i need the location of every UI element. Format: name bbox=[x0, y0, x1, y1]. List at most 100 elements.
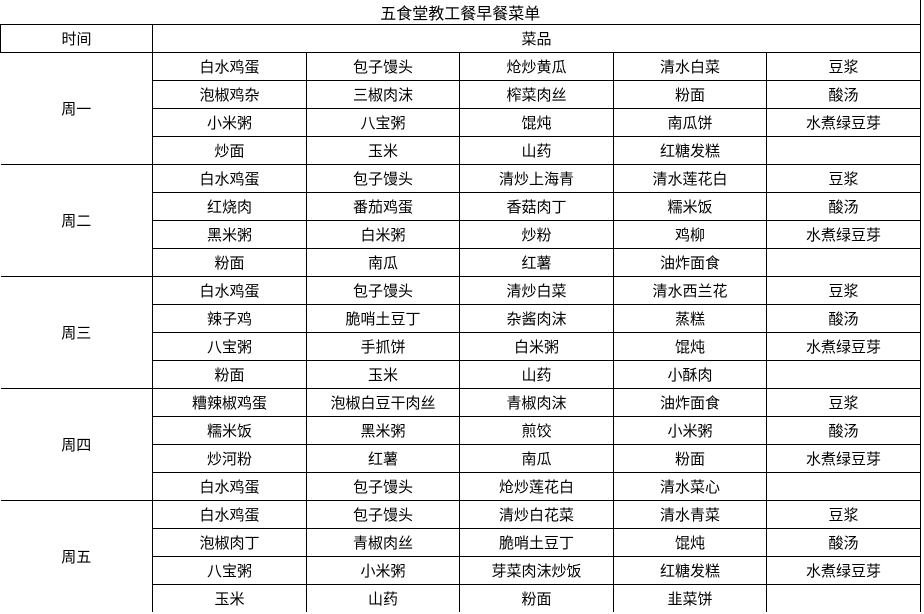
empty-cell bbox=[765, 584, 922, 612]
dish-cell: 红烧肉 bbox=[152, 192, 307, 221]
dish-cell: 白水鸡蛋 bbox=[152, 164, 307, 193]
dish-cell: 清水白菜 bbox=[613, 52, 767, 81]
dish-cell: 杂酱肉沫 bbox=[459, 304, 614, 333]
dish-cell: 炝炒黄瓜 bbox=[459, 52, 614, 81]
dish-cell: 山药 bbox=[459, 136, 614, 165]
dish-cell: 白水鸡蛋 bbox=[152, 276, 307, 305]
day-label-5: 周五 bbox=[0, 500, 153, 612]
dish-cell: 包子馒头 bbox=[306, 500, 460, 529]
dish-cell: 南瓜饼 bbox=[613, 108, 767, 137]
dish-cell: 鸡柳 bbox=[613, 220, 767, 249]
dish-cell: 山药 bbox=[306, 584, 460, 612]
dish-cell: 红糖发糕 bbox=[613, 556, 767, 585]
dish-cell: 手抓饼 bbox=[306, 332, 460, 361]
empty-cell bbox=[765, 360, 922, 389]
dish-cell: 炒粉 bbox=[459, 220, 614, 249]
menu-row: 粉面 玉米 山药 小酥肉 bbox=[1, 360, 922, 389]
dish-cell: 豆浆 bbox=[765, 388, 922, 417]
dish-cell: 豆浆 bbox=[765, 500, 922, 529]
dish-cell: 酸汤 bbox=[765, 192, 922, 221]
dish-cell: 清水青菜 bbox=[613, 500, 767, 529]
dish-cell: 八宝粥 bbox=[152, 556, 307, 585]
dish-cell: 水煮绿豆芽 bbox=[765, 220, 922, 249]
day-label-3: 周三 bbox=[0, 276, 153, 389]
column-header-dishes: 菜品 bbox=[151, 24, 922, 53]
menu-row: 炒面 玉米 山药 红糖发糕 bbox=[1, 136, 922, 165]
dish-cell: 黑米粥 bbox=[152, 220, 307, 249]
dish-cell: 脆哨土豆丁 bbox=[459, 528, 614, 557]
menu-row: 周三 白水鸡蛋 包子馒头 清炒白菜 清水西兰花 豆浆 bbox=[0, 276, 922, 389]
dish-cell: 馄炖 bbox=[459, 108, 614, 137]
dish-cell: 粉面 bbox=[459, 584, 614, 612]
dish-cell: 包子馒头 bbox=[306, 472, 460, 501]
dish-cell: 馄炖 bbox=[613, 332, 767, 361]
dish-cell: 清炒上海青 bbox=[459, 164, 614, 193]
dish-cell: 煎饺 bbox=[459, 416, 614, 445]
dish-cell: 玉米 bbox=[306, 360, 460, 389]
header-row: 时间 菜品 bbox=[0, 24, 922, 53]
dish-cell: 玉米 bbox=[306, 136, 460, 165]
dish-cell: 白水鸡蛋 bbox=[152, 52, 307, 81]
menu-row: 小米粥 八宝粥 馄炖 南瓜饼 水煮绿豆芽 bbox=[1, 108, 922, 137]
dish-cell: 白米粥 bbox=[306, 220, 460, 249]
dish-cell: 清炒白花菜 bbox=[459, 500, 614, 529]
dish-cell: 白米粥 bbox=[459, 332, 614, 361]
dish-cell: 白水鸡蛋 bbox=[152, 472, 307, 501]
dish-cell: 清水菜心 bbox=[613, 472, 767, 501]
day-label-4: 周四 bbox=[0, 388, 153, 501]
dish-cell: 蒸糕 bbox=[613, 304, 767, 333]
page-title: 五食堂教工餐早餐菜单 bbox=[0, 0, 922, 25]
dish-cell: 酸汤 bbox=[765, 304, 922, 333]
day-label-1: 周一 bbox=[0, 52, 153, 165]
dish-cell: 馄炖 bbox=[613, 528, 767, 557]
dish-cell: 泡椒白豆干肉丝 bbox=[306, 388, 460, 417]
dish-cell: 韭菜饼 bbox=[613, 584, 767, 612]
dish-cell: 豆浆 bbox=[765, 52, 922, 81]
menu-row: 周五 白水鸡蛋 包子馒头 清炒白花菜 清水青菜 豆浆 bbox=[0, 500, 922, 612]
dish-cell: 八宝粥 bbox=[152, 332, 307, 361]
menu-row: 周二 白水鸡蛋 包子馒头 清炒上海青 清水莲花白 豆浆 bbox=[0, 164, 922, 277]
dish-cell: 八宝粥 bbox=[306, 108, 460, 137]
column-header-time: 时间 bbox=[0, 24, 153, 53]
dish-cell: 青椒肉丝 bbox=[306, 528, 460, 557]
dish-cell: 红糖发糕 bbox=[613, 136, 767, 165]
menu-row: 玉米 山药 粉面 韭菜饼 bbox=[1, 584, 922, 612]
dish-cell: 南瓜 bbox=[306, 248, 460, 277]
dish-cell: 黑米粥 bbox=[306, 416, 460, 445]
empty-cell bbox=[765, 136, 922, 165]
title-row: 五食堂教工餐早餐菜单 bbox=[0, 0, 922, 25]
dish-cell: 泡椒鸡杂 bbox=[152, 80, 307, 109]
empty-cell bbox=[765, 472, 922, 501]
menu-row: 八宝粥 小米粥 芽菜肉沫炒饭 红糖发糕 水煮绿豆芽 bbox=[1, 556, 922, 585]
dish-cell: 小米粥 bbox=[152, 108, 307, 137]
dish-cell: 青椒肉沫 bbox=[459, 388, 614, 417]
dish-cell: 水煮绿豆芽 bbox=[765, 332, 922, 361]
dish-cell: 香菇肉丁 bbox=[459, 192, 614, 221]
dish-cell: 辣子鸡 bbox=[152, 304, 307, 333]
dish-cell: 山药 bbox=[459, 360, 614, 389]
dish-cell: 小米粥 bbox=[306, 556, 460, 585]
dish-cell: 粉面 bbox=[152, 248, 307, 277]
dish-cell: 粉面 bbox=[613, 80, 767, 109]
dish-cell: 炒河粉 bbox=[152, 444, 307, 473]
dish-cell: 红薯 bbox=[459, 248, 614, 277]
dish-cell: 芽菜肉沫炒饭 bbox=[459, 556, 614, 585]
empty-cell bbox=[765, 248, 922, 277]
dish-cell: 清炒白菜 bbox=[459, 276, 614, 305]
menu-row: 泡椒鸡杂 三椒肉沫 榨菜肉丝 粉面 酸汤 bbox=[1, 80, 922, 109]
dish-cell: 酸汤 bbox=[765, 80, 922, 109]
menu-row: 周一 白水鸡蛋 包子馒头 炝炒黄瓜 清水白菜 豆浆 bbox=[0, 52, 922, 165]
dish-cell: 包子馒头 bbox=[306, 52, 460, 81]
dish-cell: 泡椒肉丁 bbox=[152, 528, 307, 557]
dish-cell: 水煮绿豆芽 bbox=[765, 556, 922, 585]
dish-cell: 清水莲花白 bbox=[613, 164, 767, 193]
dish-cell: 脆哨土豆丁 bbox=[306, 304, 460, 333]
dish-cell: 豆浆 bbox=[765, 276, 922, 305]
menu-row: 粉面 南瓜 红薯 油炸面食 bbox=[1, 248, 922, 277]
dish-cell: 番茄鸡蛋 bbox=[306, 192, 460, 221]
menu-row: 糯米饭 黑米粥 煎饺 小米粥 酸汤 bbox=[1, 416, 922, 445]
dish-cell: 酸汤 bbox=[765, 528, 922, 557]
dish-cell: 清水西兰花 bbox=[613, 276, 767, 305]
dish-cell: 包子馒头 bbox=[306, 164, 460, 193]
